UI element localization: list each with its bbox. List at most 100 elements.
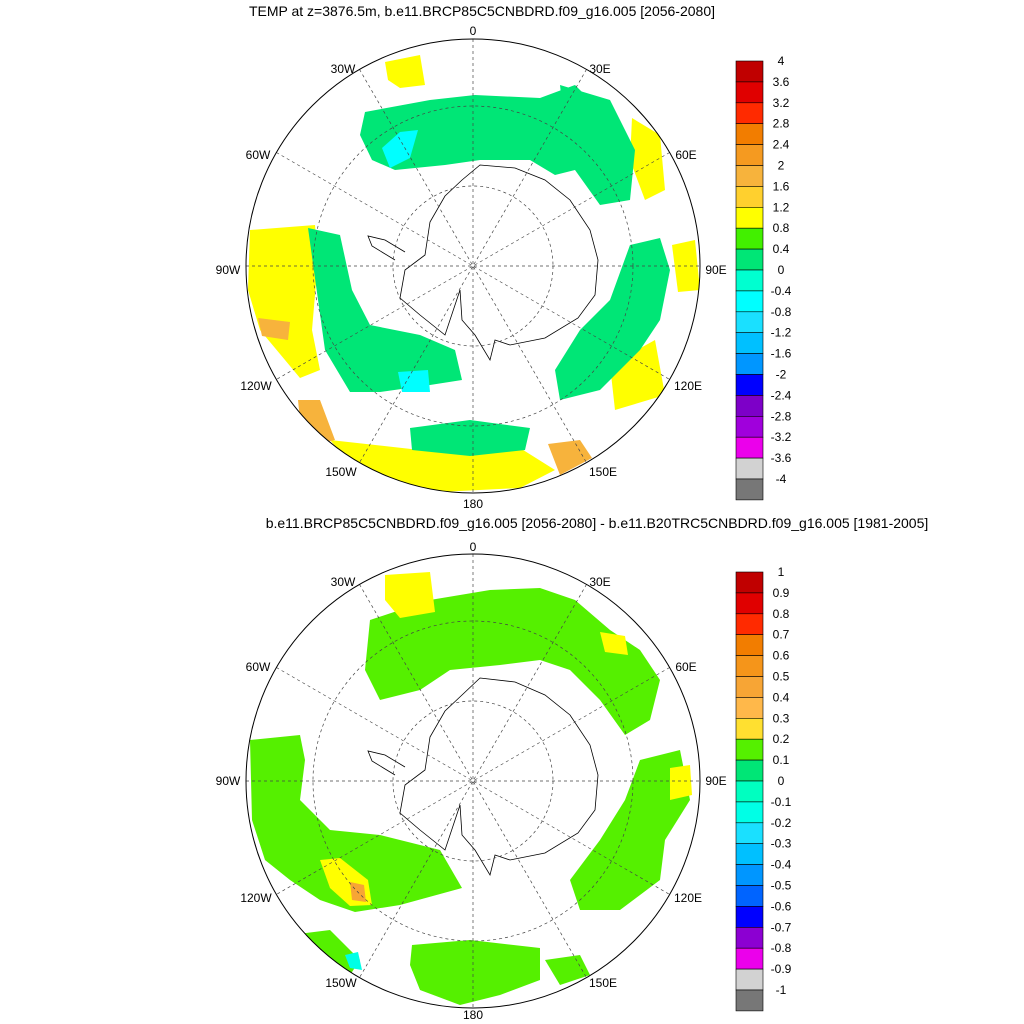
- bottom-region-lime-atlantic: [365, 588, 660, 735]
- bottom-colorbar-swatch-6: [735, 697, 764, 719]
- bottom-lon-60e: 60E: [675, 660, 696, 674]
- bottom-colorbar-label-7: 0.3: [773, 711, 790, 725]
- top-lon-30e: 30E: [589, 62, 610, 76]
- top-antarctica-outline: [399, 164, 599, 362]
- bottom-colorbar-swatch-14: [735, 864, 764, 886]
- bottom-region-yellow-e: [670, 765, 692, 800]
- bottom-colorbar-label-15: -0.5: [771, 879, 792, 893]
- top-colorbar-swatch-10: [735, 269, 764, 292]
- top-colorbar-swatch-12: [735, 311, 764, 333]
- top-colorbar-label-3: 2.8: [773, 117, 790, 131]
- bottom-lon-60w: 60W: [246, 660, 271, 674]
- top-colorbar-swatch-9: [735, 248, 764, 271]
- bottom-region-cyan-sw: [345, 952, 362, 970]
- bottom-lon-0: 0: [470, 540, 477, 554]
- top-colorbar-swatch-7: [735, 207, 764, 229]
- bottom-lon-90w: 90W: [216, 774, 241, 788]
- top-colorbar-label-16: -2.4: [771, 388, 792, 402]
- bottom-lon-150e: 150E: [589, 976, 617, 990]
- bottom-colorbar-label-12: -0.2: [771, 816, 792, 830]
- top-lon-60w: 60W: [246, 148, 271, 162]
- top-colorbar-swatch-18: [735, 436, 764, 459]
- top-region-yellow-north: [385, 55, 425, 88]
- bottom-colorbar-label-13: -0.3: [771, 837, 792, 851]
- top-lon-120w: 120W: [240, 379, 272, 393]
- top-region-green-indian: [560, 85, 635, 205]
- top-panel-title: TEMP at z=3876.5m, b.e11.BRCP85C5CNBDRD.…: [248, 3, 716, 19]
- top-colorbar-swatch-2: [735, 102, 764, 125]
- top-colorbar-label-14: -1.6: [771, 347, 792, 361]
- top-colorbar-label-17: -2.8: [771, 409, 792, 423]
- bottom-region-lime-east: [570, 750, 690, 910]
- top-colorbar-label-4: 2.4: [773, 138, 790, 152]
- top-lon-90e: 90E: [705, 263, 726, 277]
- top-region-orange-s: [548, 440, 592, 475]
- bottom-lon-90e: 90E: [705, 774, 726, 788]
- bottom-colorbar-label-2: 0.8: [773, 607, 790, 621]
- top-colorbar-label-0: 4: [778, 54, 785, 68]
- top-colorbar-label-8: 0.8: [773, 221, 790, 235]
- top-colorbar: 4 3.6 3.2 2.8 2.4 2 1.6 1.2 0.8 0.4 0 -0.4 -0.8 -1.2 -…: [735, 54, 792, 501]
- top-colorbar-swatch-5: [735, 165, 764, 187]
- bottom-antarctica-outline: [399, 677, 599, 877]
- bottom-colorbar-label-17: -0.7: [771, 920, 792, 934]
- bottom-colorbar-label-10: 0: [778, 774, 785, 788]
- bottom-colorbar-label-11: -0.1: [771, 795, 792, 809]
- bottom-colorbar-swatch-4: [735, 655, 764, 677]
- bottom-region-yellow-north: [385, 572, 435, 618]
- bottom-colorbar-swatch-19: [735, 968, 764, 991]
- top-peninsula-outline: [367, 235, 406, 261]
- bottom-colorbar-label-19: -0.9: [771, 962, 792, 976]
- bottom-colorbar-swatch-13: [735, 843, 764, 865]
- top-colorbar-swatch-0: [735, 60, 764, 83]
- top-lon-0: 0: [470, 24, 477, 38]
- bottom-colorbar-swatch-11: [735, 801, 764, 824]
- top-colorbar-label-5: 2: [778, 159, 785, 173]
- top-lon-150e: 150E: [589, 465, 617, 479]
- bottom-colorbar-label-16: -0.6: [771, 899, 792, 913]
- top-region-green-west: [308, 228, 462, 392]
- bottom-colorbar-swatch-8: [735, 738, 764, 761]
- top-lon-30w: 30W: [331, 62, 356, 76]
- bottom-colorbar-swatch-10: [735, 780, 764, 803]
- bottom-colorbar-swatch-16: [735, 906, 764, 928]
- top-colorbar-label-18: -3.2: [771, 430, 792, 444]
- bottom-colorbar-swatch-1: [735, 592, 764, 615]
- bottom-colorbar-swatch-12: [735, 822, 764, 844]
- top-colorbar-swatch-19: [735, 457, 764, 480]
- bottom-peninsula-outline: [367, 750, 406, 776]
- bottom-colorbar-label-8: 0.2: [773, 732, 790, 746]
- bottom-colorbar: 1 0.9 0.8 0.7 0.6 0.5 0.4 0.3 0.2 0.1 0 -0.1 -0.2 -0.…: [735, 565, 792, 1012]
- top-map: 0 30E 60E 90E 120E 150E 180 150W 120W 90…: [216, 24, 727, 511]
- bottom-colorbar-swatch-5: [735, 676, 764, 698]
- bottom-region-lime-se: [545, 955, 590, 985]
- top-lon-150w: 150W: [325, 465, 357, 479]
- bottom-region-lime-west: [250, 735, 462, 912]
- top-lon-90w: 90W: [216, 263, 241, 277]
- bottom-map-border: [245, 553, 701, 1009]
- top-colorbar-swatch-8: [735, 227, 764, 250]
- top-map-border: [245, 38, 701, 494]
- bottom-lon-120e: 120E: [674, 891, 702, 905]
- bottom-colorbar-swatch-17: [735, 926, 764, 949]
- top-region-green-south: [410, 420, 530, 456]
- top-colorbar-swatch-20: [735, 478, 764, 501]
- top-colorbar-label-13: -1.2: [771, 326, 792, 340]
- top-colorbar-swatch-13: [735, 332, 764, 354]
- bottom-colorbar-label-20: -1: [776, 983, 787, 997]
- bottom-map-field: [246, 554, 700, 1008]
- top-region-green-east: [555, 238, 670, 400]
- top-region-orange-w: [258, 318, 290, 340]
- bottom-colorbar-label-1: 0.9: [773, 586, 790, 600]
- top-region-cyan-2: [398, 370, 430, 392]
- bottom-lon-180: 180: [463, 1008, 483, 1022]
- top-region-green-atlantic: [360, 85, 600, 175]
- top-lon-180: 180: [463, 497, 483, 511]
- bottom-colorbar-swatch-9: [735, 759, 764, 782]
- bottom-colorbar-swatch-20: [735, 989, 764, 1012]
- top-region-orange-sw: [298, 400, 335, 445]
- top-colorbar-label-19: -3.6: [771, 451, 792, 465]
- bottom-map: 0 30E 60E 90E 120E 150E 180 150W 120W 90…: [216, 540, 727, 1022]
- top-lon-60e: 60E: [675, 148, 696, 162]
